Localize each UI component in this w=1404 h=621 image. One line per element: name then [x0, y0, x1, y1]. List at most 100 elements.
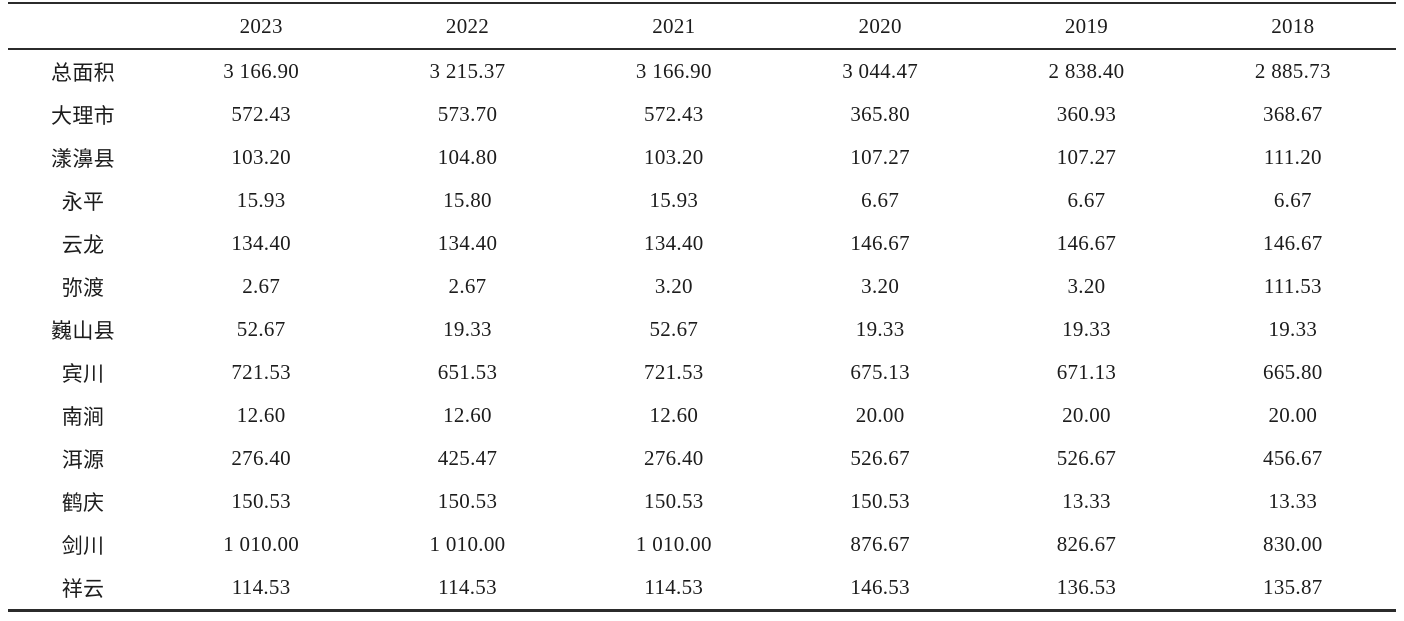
table-row: 鹤庆 150.53 150.53 150.53 150.53 13.33 13.33: [8, 480, 1396, 523]
row-label: 巍山县: [51, 318, 115, 343]
value-cell: 3.20: [861, 274, 900, 298]
value-cell: 6.67: [1067, 188, 1106, 212]
value-cell: 12.60: [649, 403, 699, 427]
value-cell: 276.40: [231, 446, 291, 470]
value-cell: 15.80: [443, 188, 492, 212]
row-label: 洱源: [61, 447, 105, 472]
row-label: 总面积: [51, 60, 115, 85]
value-cell: 3 215.37: [429, 59, 506, 83]
year-header: 2023: [239, 13, 283, 38]
year-header: 2020: [858, 13, 902, 38]
value-cell: 2.67: [242, 274, 281, 298]
table-row: 宾川 721.53 651.53 721.53 675.13 671.13 665.80: [8, 351, 1396, 394]
row-label: 永平: [61, 189, 105, 214]
row-label: 漾濞县: [51, 146, 115, 171]
row-label: 弥渡: [61, 275, 105, 300]
area-by-year-table: 2023 2022 2021 2020 2019 2018 总面积 3 166.90 3 21…: [8, 2, 1396, 612]
value-cell: 135.87: [1263, 575, 1323, 599]
value-cell: 721.53: [644, 360, 704, 384]
table-row: 剑川 1 010.00 1 010.00 1 010.00 876.67 826.67 83…: [8, 523, 1396, 566]
year-header: 2022: [445, 13, 490, 38]
year-header: 2018: [1271, 13, 1315, 38]
value-cell: 3 166.90: [635, 59, 712, 83]
value-cell: 1 010.00: [429, 532, 506, 556]
value-cell: 103.20: [644, 145, 704, 169]
value-cell: 150.53: [231, 489, 291, 513]
value-cell: 150.53: [437, 489, 498, 513]
value-cell: 830.00: [1263, 532, 1323, 556]
value-cell: 3 166.90: [223, 59, 300, 83]
value-cell: 3.20: [1067, 274, 1106, 298]
row-label: 祥云: [61, 576, 105, 601]
value-cell: 107.27: [850, 145, 910, 169]
value-cell: 150.53: [644, 489, 704, 513]
value-cell: 368.67: [1263, 102, 1323, 126]
value-cell: 114.53: [644, 575, 704, 599]
value-cell: 12.60: [443, 403, 492, 427]
value-cell: 572.43: [231, 102, 291, 126]
table-row: 弥渡 2.67 2.67 3.20 3.20 3.20 111.53: [8, 265, 1396, 308]
row-label: 南涧: [61, 404, 105, 429]
value-cell: 365.80: [850, 102, 910, 126]
value-cell: 2 838.40: [1048, 59, 1125, 83]
year-header: 2019: [1064, 13, 1109, 38]
value-cell: 19.33: [1062, 317, 1111, 341]
value-cell: 146.67: [1263, 231, 1323, 255]
header-row: 2023 2022 2021 2020 2019 2018: [8, 3, 1396, 49]
value-cell: 20.00: [1062, 403, 1111, 427]
value-cell: 456.67: [1263, 446, 1323, 470]
value-cell: 134.40: [231, 231, 291, 255]
table-row: 永平 15.93 15.80 15.93 6.67 6.67 6.67: [8, 179, 1396, 222]
value-cell: 573.70: [437, 102, 498, 126]
value-cell: 276.40: [644, 446, 704, 470]
value-cell: 15.93: [236, 188, 286, 212]
value-cell: 671.13: [1056, 360, 1117, 384]
value-cell: 425.47: [437, 446, 498, 470]
value-cell: 19.33: [1268, 317, 1318, 341]
value-cell: 360.93: [1056, 102, 1117, 126]
table-row: 洱源 276.40 425.47 276.40 526.67 526.67 456.67: [8, 437, 1396, 480]
value-cell: 12.60: [236, 403, 286, 427]
value-cell: 876.67: [850, 532, 910, 556]
value-cell: 6.67: [1273, 188, 1312, 212]
corner-cell: [8, 3, 158, 49]
value-cell: 2.67: [448, 274, 487, 298]
value-cell: 572.43: [644, 102, 704, 126]
value-cell: 675.13: [850, 360, 910, 384]
table-row: 云龙 134.40 134.40 134.40 146.67 146.67 146.67: [8, 222, 1396, 265]
table-row: 总面积 3 166.90 3 215.37 3 166.90 3 044.47 2 838…: [8, 49, 1396, 93]
table-row: 巍山县 52.67 19.33 52.67 19.33 19.33 19.33: [8, 308, 1396, 351]
value-cell: 114.53: [438, 575, 497, 599]
value-cell: 6.67: [861, 188, 900, 212]
value-cell: 134.40: [437, 231, 498, 255]
value-cell: 526.67: [1056, 446, 1117, 470]
row-label: 宾川: [61, 361, 105, 386]
value-cell: 104.80: [437, 145, 498, 169]
row-label: 鹤庆: [61, 490, 105, 515]
value-cell: 136.53: [1056, 575, 1117, 599]
year-header: 2021: [652, 13, 696, 38]
value-cell: 651.53: [437, 360, 498, 384]
row-label: 剑川: [61, 533, 105, 558]
value-cell: 150.53: [850, 489, 910, 513]
value-cell: 721.53: [231, 360, 291, 384]
value-cell: 103.20: [231, 145, 291, 169]
value-cell: 146.53: [850, 575, 910, 599]
value-cell: 19.33: [443, 317, 492, 341]
value-cell: 20.00: [855, 403, 905, 427]
value-cell: 146.67: [1056, 231, 1117, 255]
value-cell: 526.67: [850, 446, 910, 470]
value-cell: 13.33: [1268, 489, 1318, 513]
value-cell: 665.80: [1263, 360, 1323, 384]
value-cell: 134.40: [644, 231, 704, 255]
value-cell: 107.27: [1056, 145, 1117, 169]
value-cell: 52.67: [649, 317, 699, 341]
value-cell: 3.20: [654, 274, 693, 298]
value-cell: 15.93: [649, 188, 699, 212]
value-cell: 20.00: [1268, 403, 1318, 427]
value-cell: 826.67: [1056, 532, 1117, 556]
value-cell: 1 010.00: [635, 532, 712, 556]
table-row: 大理市 572.43 573.70 572.43 365.80 360.93 368.67: [8, 93, 1396, 136]
value-cell: 1 010.00: [223, 532, 300, 556]
